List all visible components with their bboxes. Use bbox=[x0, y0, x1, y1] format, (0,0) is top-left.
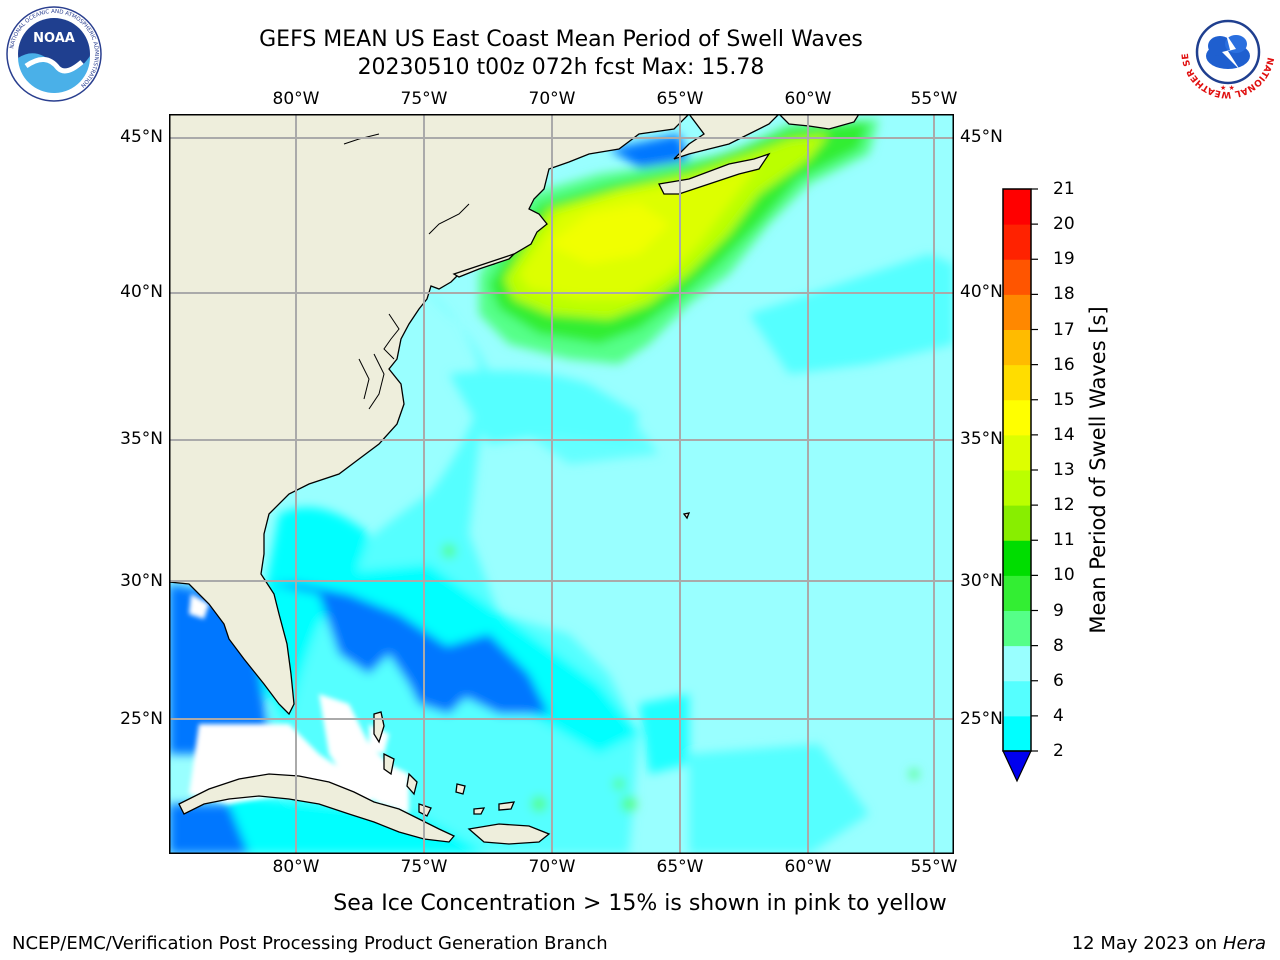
lat-label-left: 45°N bbox=[120, 127, 163, 147]
lon-label-top: 75°W bbox=[400, 89, 448, 109]
coastline-details bbox=[343, 133, 470, 410]
footer-date-text: 12 May 2023 on bbox=[1071, 933, 1218, 954]
map-title: GEFS MEAN US East Coast Mean Period of S… bbox=[259, 27, 863, 52]
svg-text:★ ★: ★ ★ bbox=[1220, 84, 1235, 92]
colorbar-tick-label: 15 bbox=[1053, 389, 1075, 410]
colorbar-cell bbox=[1003, 540, 1031, 576]
colorbar-cell bbox=[1003, 434, 1031, 471]
lat-label-right: 45°N bbox=[960, 127, 1003, 147]
colorbar-tick-label: 18 bbox=[1053, 284, 1075, 305]
colorbar-tick-label: 19 bbox=[1053, 249, 1075, 270]
colorbar-cell bbox=[1003, 224, 1031, 260]
colorbar-tick-label: 20 bbox=[1053, 214, 1075, 235]
colorbar-tick-label: 10 bbox=[1053, 565, 1075, 586]
graticule bbox=[169, 114, 954, 854]
colorbar-tick-label: 11 bbox=[1053, 530, 1075, 551]
colorbar-tick-label: 4 bbox=[1053, 705, 1064, 726]
colorbar-tick-label: 16 bbox=[1053, 354, 1075, 375]
colorbar-cell bbox=[1003, 294, 1031, 330]
colorbar-under-triangle bbox=[1002, 750, 1032, 783]
lat-label-left: 30°N bbox=[120, 571, 163, 591]
colorbar-cell bbox=[1003, 189, 1031, 225]
colorbar-tick-label: 6 bbox=[1053, 670, 1064, 691]
lat-label-right: 40°N bbox=[960, 282, 1003, 302]
nws-logo: NATIONAL WEATHER SERVICE ★ ★ bbox=[1178, 4, 1275, 99]
colorbar-cell bbox=[1003, 610, 1031, 647]
lon-label-bottom: 80°W bbox=[272, 857, 320, 877]
map-subtitle: 20230510 t00z 072h fcst Max: 15.78 bbox=[357, 55, 765, 80]
lat-label-left: 35°N bbox=[120, 429, 163, 449]
colorbar-tick-label: 17 bbox=[1053, 319, 1075, 340]
map-border bbox=[169, 114, 954, 854]
lon-label-bottom: 75°W bbox=[400, 857, 448, 877]
lon-label-bottom: 70°W bbox=[528, 857, 576, 877]
colorbar-tick-label: 9 bbox=[1053, 600, 1064, 621]
colorbar-tick-label: 14 bbox=[1053, 424, 1075, 445]
colorbar-tick-label: 2 bbox=[1053, 741, 1064, 761]
lon-label-top: 55°W bbox=[910, 89, 958, 109]
colorbar-cell bbox=[1003, 680, 1031, 717]
lon-label-bottom: 55°W bbox=[910, 857, 958, 877]
colorbar-cell bbox=[1003, 470, 1031, 506]
lat-label-left: 25°N bbox=[120, 709, 163, 729]
footer-machine: Hera bbox=[1222, 933, 1266, 954]
lon-label-bottom: 60°W bbox=[784, 857, 832, 877]
colorbar-tick-label: 13 bbox=[1053, 460, 1075, 480]
lon-label-bottom: 65°W bbox=[656, 857, 704, 877]
footer-date: 12 May 2023 on Hera bbox=[1072, 933, 1266, 955]
colorbar-cell bbox=[1003, 329, 1031, 366]
footer-credit: NCEP/EMC/Verification Post Processing Pr… bbox=[12, 933, 608, 954]
colorbar-cell bbox=[1003, 259, 1031, 295]
colorbar-tick-label: 12 bbox=[1053, 495, 1075, 516]
colorbar-cell bbox=[1003, 399, 1031, 436]
lon-label-top: 70°W bbox=[528, 89, 576, 109]
colorbar bbox=[1002, 188, 1038, 783]
lat-label-right: 30°N bbox=[960, 571, 1003, 591]
lon-label-top: 80°W bbox=[272, 89, 320, 109]
colorbar-cell bbox=[1003, 575, 1031, 611]
colorbar-title: Mean Period of Swell Waves [s] bbox=[1086, 306, 1110, 634]
lat-label-right: 25°N bbox=[960, 709, 1003, 729]
lat-label-right: 35°N bbox=[960, 429, 1003, 449]
lon-label-top: 60°W bbox=[784, 89, 832, 109]
noaa-logo: NATIONAL OCEANIC AND ATMOSPHERIC ADMINIS… bbox=[6, 6, 102, 102]
colorbar-cell bbox=[1003, 645, 1031, 682]
colorbar-tick-label: 8 bbox=[1053, 635, 1064, 656]
noaa-logo-text: NOAA bbox=[33, 31, 75, 46]
colorbar-tick-label: 21 bbox=[1053, 179, 1075, 199]
lat-label-left: 40°N bbox=[120, 282, 163, 302]
lon-label-top: 65°W bbox=[656, 89, 704, 109]
sea-ice-caption: Sea Ice Concentration > 15% is shown in … bbox=[333, 891, 947, 916]
colorbar-cell bbox=[1003, 364, 1031, 401]
colorbar-cell bbox=[1003, 715, 1031, 752]
swell-period-map[interactable] bbox=[169, 114, 954, 854]
colorbar-cell bbox=[1003, 505, 1031, 541]
